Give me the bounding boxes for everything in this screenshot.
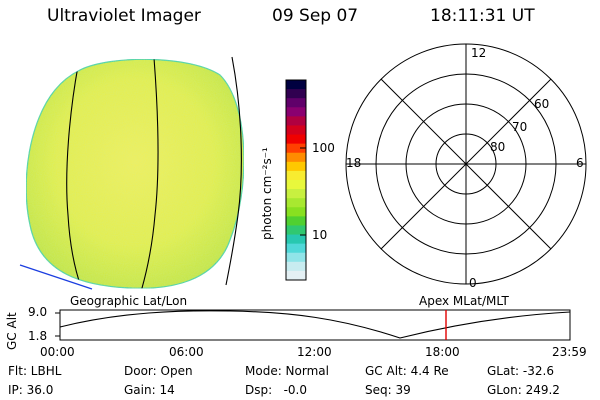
polar-label-right: 6 (576, 156, 584, 170)
colorbar-segment (286, 198, 306, 208)
colorbar-segment (286, 116, 306, 126)
status-glat: GLat: -32.6 (487, 364, 554, 378)
status-gc-alt: GC Alt: 4.4 Re (365, 364, 449, 378)
colorbar-segment (286, 143, 306, 154)
colorbar-segment (286, 180, 306, 190)
polar-diagonal (380, 78, 552, 250)
meridian-line (66, 65, 85, 289)
status-dsp: Dsp: -0.0 (245, 383, 308, 397)
status-glon: GLon: 249.2 (487, 383, 560, 397)
colorbar-segment (286, 270, 306, 281)
colorbar-segment (286, 252, 306, 263)
colorbar-segment (286, 98, 306, 108)
colorbar (286, 80, 306, 281)
timeline-x-tick: 00:00 (40, 345, 75, 359)
timeline-x-tick: 12:00 (297, 345, 332, 359)
colorbar-segment (286, 207, 306, 217)
altitude-curve (59, 310, 571, 339)
colorbar-segment (286, 216, 306, 226)
colorbar-unit-label: photon cm⁻²s⁻¹ (260, 147, 274, 240)
polar-label-top: 12 (471, 46, 487, 60)
colorbar-segment (286, 80, 306, 90)
timeline-y-tick-top: 9.0 (28, 305, 48, 319)
timeline-left-label: Geographic Lat/Lon (70, 294, 188, 308)
colorbar-tick-10: 10 (312, 228, 328, 242)
polar-label-bottom: 0 (469, 276, 477, 290)
colorbar-segment (286, 225, 306, 236)
meridian-line (225, 56, 242, 286)
uv-image-disk (19, 56, 245, 290)
timeline-x-tick: 18:00 (425, 345, 460, 359)
polar-plot (345, 43, 587, 285)
colorbar-segment (286, 89, 306, 99)
polar-lat-70: 70 (512, 120, 528, 134)
colorbar-segment (286, 170, 306, 181)
timeline-x-tick: 06:00 (169, 345, 204, 359)
polar-label-left: 18 (346, 156, 362, 170)
colorbar-segment (286, 243, 306, 254)
colorbar-segment (286, 107, 306, 117)
colorbar-segment (286, 161, 306, 172)
status-door: Door: Open (124, 364, 193, 378)
polar-lat-60: 60 (534, 97, 550, 111)
colorbar-frame (285, 79, 307, 281)
colorbar-segment (286, 125, 306, 136)
instrument-title: Ultraviolet Imager (47, 6, 201, 26)
timeline-axis-label: GC Alt (5, 312, 19, 350)
colorbar-tick-100: 100 (312, 141, 335, 155)
timeline-frame (59, 309, 571, 341)
colorbar-segment (286, 234, 306, 245)
colorbar-segment (286, 189, 306, 199)
colorbar-segment (286, 261, 306, 272)
status-seq: Seq: 39 (365, 383, 411, 397)
altitude-timeline (55, 309, 571, 341)
observation-date: 09 Sep 07 (272, 6, 359, 26)
colorbar-segment (286, 152, 306, 163)
status-filter: Flt: LBHL (8, 364, 62, 378)
colorbar-segment (286, 134, 306, 145)
timeline-right-label: Apex MLat/MLT (419, 294, 509, 308)
status-mode: Mode: Normal (245, 364, 329, 378)
timeline-y-tick-bottom: 1.8 (28, 329, 48, 343)
status-ip: IP: 36.0 (8, 383, 54, 397)
timeline-x-tick: 23:59 (552, 345, 587, 359)
status-gain: Gain: 14 (124, 383, 175, 397)
terminator-line (19, 264, 93, 290)
meridian-line (139, 59, 159, 289)
observation-time: 18:11:31 UT (430, 6, 535, 26)
polar-lat-80: 80 (490, 140, 506, 154)
